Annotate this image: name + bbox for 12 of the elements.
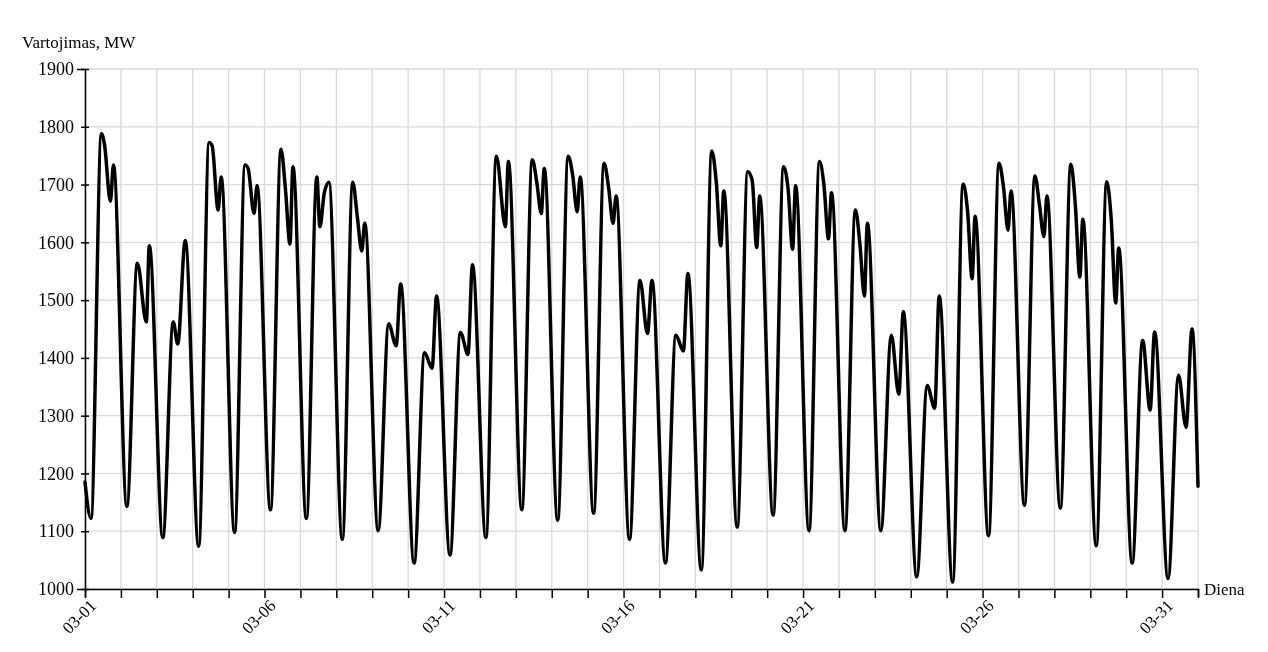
x-axis-title: Diena	[1204, 580, 1246, 599]
y-tick-label: 1200	[38, 463, 74, 484]
y-tick-label: 1900	[38, 59, 74, 80]
y-tick-label: 1000	[38, 579, 74, 600]
y-axis-title: Vartojimas, MW	[22, 33, 137, 52]
y-tick-label: 1400	[38, 348, 74, 369]
y-tick-label: 1300	[38, 405, 74, 426]
y-tick-label: 1500	[38, 290, 74, 311]
y-tick-label: 1100	[38, 521, 74, 542]
y-tick-label: 1600	[38, 232, 74, 253]
y-tick-label: 1800	[38, 117, 74, 138]
y-tick-label: 1700	[38, 174, 74, 195]
